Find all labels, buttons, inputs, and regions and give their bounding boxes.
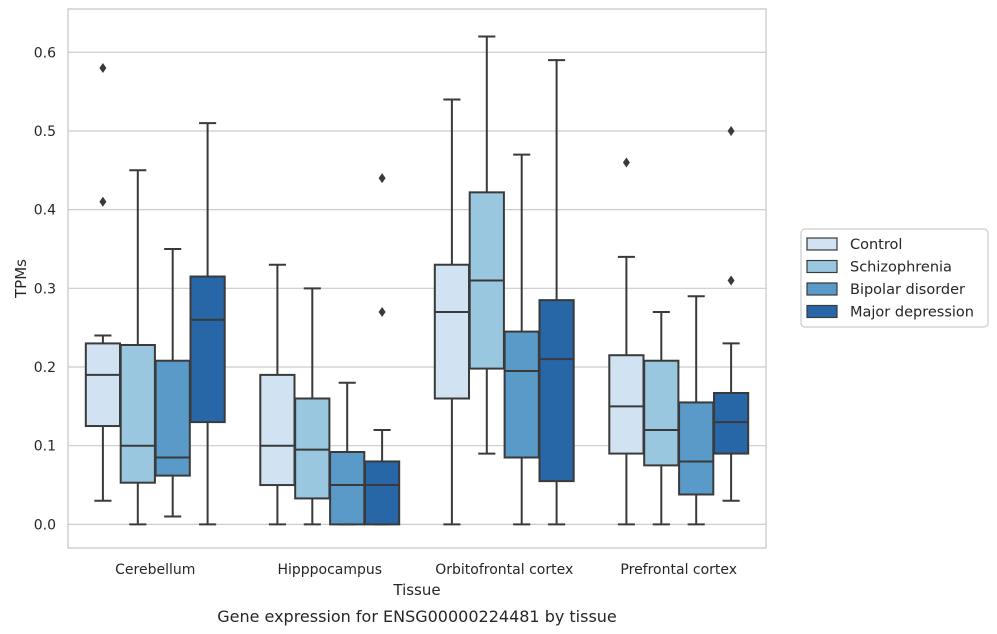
x-tick-label: Orbitofrontal cortex <box>435 562 573 578</box>
box <box>329 451 366 526</box>
box <box>363 460 401 526</box>
y-tick-label: 0.6 <box>34 45 56 61</box>
legend-swatch <box>806 237 838 251</box>
y-tick-label: 0.1 <box>34 439 56 455</box>
box-hipppocampus-bipolar-disorder <box>329 381 366 526</box>
box-prefrontal-cortex-control <box>608 157 645 526</box>
box-cerebellum-bipolar-disorder <box>154 247 191 518</box>
outlier-point <box>378 173 386 184</box>
plot-frame <box>67 8 767 549</box>
box <box>608 354 645 455</box>
y-axis-title: TPMs <box>12 259 30 299</box>
y-tick-labels: 0.0 0.1 0.2 0.3 0.4 0.5 0.6 <box>34 45 56 533</box>
legend-frame <box>800 228 989 328</box>
box-hipppocampus-schizophrenia <box>294 287 331 526</box>
box-cerebellum-control <box>84 63 122 502</box>
y-tick-label: 0.3 <box>34 281 56 297</box>
box <box>294 397 331 500</box>
x-tick-labels: Cerebellum Hipppocampus Orbitofrontal cort… <box>115 562 737 578</box>
box-prefrontal-cortex-bipolar-disorder <box>678 295 715 526</box>
legend-label: Major depression <box>850 305 974 321</box>
box-hipppocampus-control <box>259 263 296 526</box>
legend-swatch <box>806 304 838 319</box>
legend-label: Control <box>850 237 902 253</box>
legend-swatch <box>806 282 838 296</box>
chart-caption: Gene expression for ENSG00000224481 by t… <box>217 607 617 626</box>
box <box>538 299 575 483</box>
outlier-point <box>622 157 630 168</box>
x-tick-label: Prefrontal cortex <box>620 562 737 578</box>
x-axis-title: Tissue <box>392 581 440 599</box>
box <box>712 391 750 455</box>
x-tick-label: Cerebellum <box>115 562 195 578</box>
box-cerebellum-schizophrenia <box>119 169 156 526</box>
outlier-point <box>99 63 107 74</box>
y-tick-label: 0.2 <box>34 360 56 376</box>
outlier-point <box>378 306 386 317</box>
box-orbitofrontal-cortex-schizophrenia <box>468 35 505 455</box>
box <box>259 373 296 487</box>
box <box>643 359 680 467</box>
plot-marks <box>84 35 750 526</box>
y-tick-label: 0.0 <box>34 517 56 533</box>
outlier-point <box>99 196 107 207</box>
box <box>189 275 226 424</box>
box-cerebellum-major-depression <box>189 122 226 526</box>
outlier-point <box>727 275 735 286</box>
x-tick-label: Hipppocampus <box>277 562 382 578</box>
y-tick-label: 0.4 <box>34 203 56 219</box>
box <box>678 401 715 496</box>
box-orbitofrontal-cortex-major-depression <box>538 59 575 526</box>
box <box>84 342 122 428</box>
outlier-point <box>727 125 735 136</box>
legend: Control Schizophrenia Bipolar disorder Majo… <box>800 228 989 328</box>
box <box>119 343 156 484</box>
legend-label: Bipolar disorder <box>850 282 965 298</box>
box-hipppocampus-major-depression <box>363 173 401 526</box>
legend-swatch <box>806 259 838 274</box>
box <box>503 330 540 459</box>
box <box>433 263 471 400</box>
legend-label: Schizophrenia <box>850 260 952 276</box>
box-prefrontal-cortex-schizophrenia <box>643 310 680 526</box>
box-orbitofrontal-cortex-control <box>433 98 471 526</box>
box-prefrontal-cortex-major-depression <box>712 125 750 502</box>
y-tick-label: 0.5 <box>34 124 56 140</box>
